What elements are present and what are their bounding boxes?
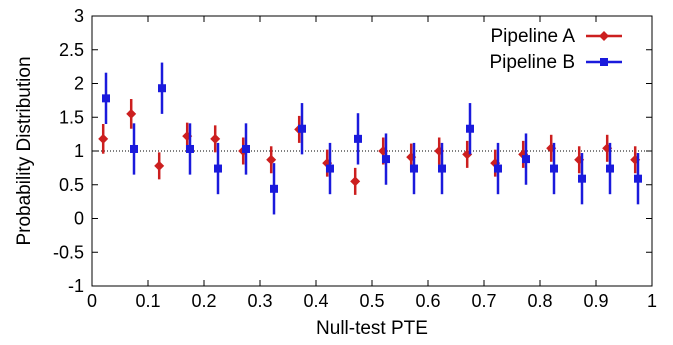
y-tick-label: 2.5 (59, 40, 84, 60)
data-point (102, 94, 110, 103)
x-tick-label: 0.5 (359, 291, 384, 311)
data-point (270, 184, 278, 193)
data-point (130, 144, 138, 153)
x-tick-label: 0.7 (471, 291, 496, 311)
x-tick-label: 0.6 (415, 291, 440, 311)
x-tick-label: 0 (87, 291, 97, 311)
legend-item: Pipeline A (490, 26, 622, 47)
y-tick-label: 0 (74, 209, 84, 229)
y-tick-label: 2 (74, 74, 84, 94)
x-tick-label: 1 (647, 291, 657, 311)
x-tick-label: 0.9 (583, 291, 608, 311)
data-point (354, 134, 362, 143)
data-point (210, 133, 221, 144)
legend-label: Pipeline A (490, 26, 575, 47)
data-point (438, 164, 446, 173)
data-point (410, 164, 418, 173)
legend-marker (600, 58, 608, 66)
y-tick-label: 1 (74, 141, 84, 161)
legend: Pipeline A Pipeline B (489, 26, 622, 73)
series-layer (98, 62, 642, 215)
data-point (466, 124, 474, 133)
data-point (326, 164, 334, 173)
data-point (634, 174, 642, 183)
legend-item: Pipeline B (489, 52, 622, 73)
y-tick-label: -0.5 (53, 242, 84, 262)
x-tick-label: 0.4 (303, 291, 328, 311)
data-point (350, 176, 361, 187)
series-pipeline-a (98, 99, 641, 195)
data-point (382, 155, 390, 164)
y-tick-label: 3 (74, 6, 84, 26)
data-point (158, 84, 166, 93)
x-axis-title: Null-test PTE (316, 318, 428, 339)
y-tick-label: 0.5 (59, 175, 84, 195)
data-point (578, 174, 586, 183)
tick-labels-layer: 0 0.1 0.2 0.3 0.4 0.5 0.6 0.7 0.8 0.9 1 -1 -0.5 0 0.5 1… (53, 6, 657, 311)
y-axis-title: Probability Distribution (14, 56, 35, 245)
data-point (298, 124, 306, 133)
data-point (606, 164, 614, 173)
y-tick-label: 1.5 (59, 107, 84, 127)
data-point (522, 155, 530, 164)
x-tick-label: 0.3 (247, 291, 272, 311)
data-point (550, 164, 558, 173)
data-point (186, 144, 194, 153)
legend-marker (599, 31, 609, 41)
data-point (242, 144, 250, 153)
series-pipeline-b (102, 62, 642, 215)
data-point (126, 108, 137, 119)
data-point (266, 154, 277, 165)
x-tick-label: 0.1 (135, 291, 160, 311)
legend-label: Pipeline B (489, 52, 575, 73)
data-point (214, 164, 222, 173)
x-tick-label: 0.8 (527, 291, 552, 311)
data-point (494, 164, 502, 173)
y-tick-label: -1 (68, 276, 84, 296)
x-tick-label: 0.2 (191, 291, 216, 311)
data-point (154, 160, 165, 171)
data-point (98, 133, 109, 144)
axes-layer (91, 15, 653, 287)
